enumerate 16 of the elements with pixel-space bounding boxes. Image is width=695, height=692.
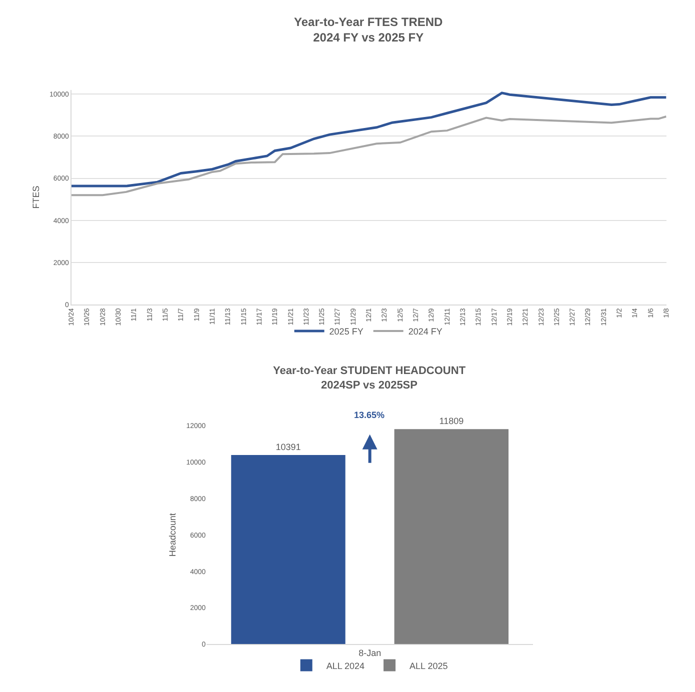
y-axis-title: FTES <box>30 186 41 209</box>
data-label: 11809 <box>439 416 464 426</box>
x-tick-label: 8-Jan <box>358 648 382 658</box>
data-label: 10391 <box>276 442 301 452</box>
legend-label: 2024 FY <box>408 326 442 337</box>
text: 13.65% <box>354 410 385 420</box>
chart-title: Year-to-Year STUDENT HEADCOUNT <box>273 365 466 377</box>
chart-title: Year-to-Year FTES TREND <box>294 15 444 29</box>
chart-subtitle: 2024 FY vs 2025 FY <box>313 30 424 45</box>
line-series <box>71 92 666 188</box>
line-series <box>71 115 666 196</box>
y-axis-title: Headcount <box>168 512 178 557</box>
legend-label: 2025 FY <box>329 326 364 337</box>
legend-label: ALL 2024 <box>326 660 365 671</box>
chart-subtitle: 2024SP vs 2025SP <box>321 379 418 392</box>
legend-label: ALL 2025 <box>410 660 448 671</box>
